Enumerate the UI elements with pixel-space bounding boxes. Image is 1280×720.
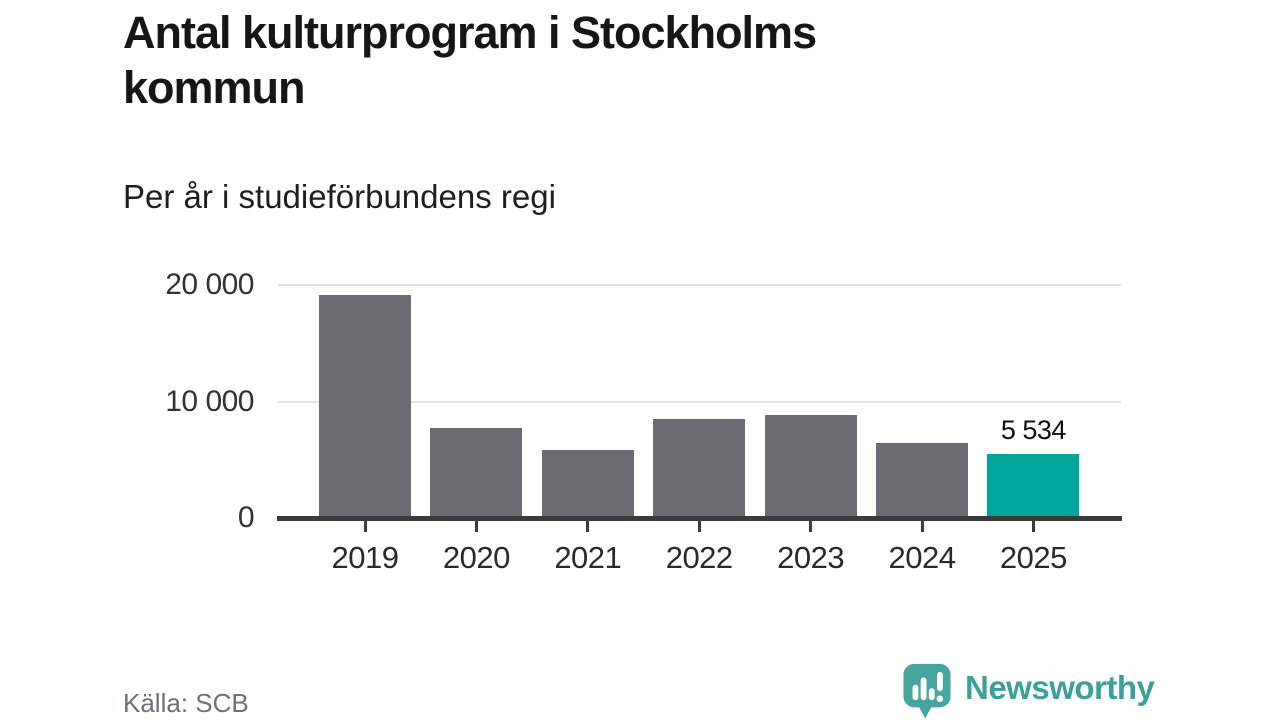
newsworthy-wordmark: Newsworthy bbox=[965, 669, 1155, 706]
gridline bbox=[278, 400, 1121, 403]
x-axis-tick bbox=[1031, 521, 1035, 532]
x-axis-tick bbox=[474, 521, 478, 532]
x-axis-tick bbox=[586, 521, 590, 532]
x-axis-tick bbox=[363, 521, 367, 532]
x-axis-line bbox=[277, 516, 1122, 521]
y-axis-label: 20 000 bbox=[165, 268, 254, 301]
x-axis-label: 2019 bbox=[331, 540, 399, 575]
bar-2023 bbox=[764, 415, 857, 518]
x-axis-tick bbox=[697, 521, 701, 532]
bar-2020 bbox=[430, 428, 523, 518]
gridline bbox=[278, 284, 1121, 286]
x-axis-tick bbox=[920, 521, 924, 532]
bar-2025 bbox=[987, 454, 1080, 518]
newsworthy-bubble-chart-icon bbox=[903, 663, 951, 719]
y-axis-label: 0 bbox=[237, 501, 255, 534]
bar-2019 bbox=[319, 295, 411, 518]
y-axis-label: 10 000 bbox=[165, 384, 254, 418]
chart-subtitle: Per år i studieförbundens regi bbox=[123, 178, 556, 215]
x-axis-label: 2023 bbox=[777, 540, 845, 575]
x-axis-tick bbox=[809, 521, 813, 532]
x-axis-label: 2022 bbox=[665, 540, 733, 575]
bar-2022 bbox=[653, 419, 746, 518]
source-label: Källa: SCB bbox=[123, 688, 249, 718]
x-axis-label: 2021 bbox=[554, 540, 622, 575]
x-axis-label: 2025 bbox=[999, 540, 1067, 575]
newsworthy-logo[interactable]: Newsworthy bbox=[900, 662, 1155, 720]
value-label: 5 534 bbox=[1000, 415, 1067, 445]
bar-2024 bbox=[876, 443, 968, 518]
bar-2021 bbox=[541, 450, 634, 518]
x-axis-label: 2024 bbox=[888, 540, 956, 575]
chart-title: Antal kulturprogram i Stockholms kommun bbox=[123, 7, 817, 113]
speech-bubble-shape bbox=[903, 663, 951, 719]
mini-bars-and-exclamation bbox=[912, 671, 944, 702]
x-axis-label: 2020 bbox=[442, 540, 510, 575]
